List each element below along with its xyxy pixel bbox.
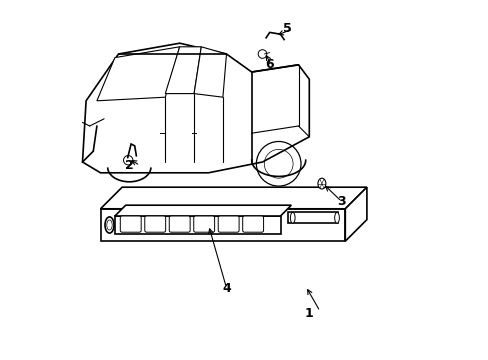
Text: 6: 6: [265, 58, 273, 71]
FancyBboxPatch shape: [169, 216, 190, 232]
Ellipse shape: [317, 178, 325, 189]
Polygon shape: [82, 43, 309, 173]
FancyBboxPatch shape: [193, 216, 214, 232]
Circle shape: [258, 50, 266, 58]
FancyBboxPatch shape: [144, 216, 165, 232]
FancyBboxPatch shape: [218, 216, 239, 232]
Polygon shape: [115, 216, 280, 234]
Ellipse shape: [105, 217, 114, 233]
Ellipse shape: [334, 212, 339, 223]
Text: 4: 4: [222, 282, 230, 294]
Polygon shape: [101, 209, 345, 241]
Polygon shape: [97, 47, 179, 101]
Text: 5: 5: [283, 22, 291, 35]
Text: 2: 2: [124, 159, 133, 172]
FancyBboxPatch shape: [120, 216, 141, 232]
Polygon shape: [287, 212, 337, 223]
Polygon shape: [165, 47, 201, 94]
Text: 3: 3: [337, 195, 346, 208]
Polygon shape: [101, 187, 366, 209]
Ellipse shape: [290, 212, 294, 223]
FancyBboxPatch shape: [242, 216, 263, 232]
Polygon shape: [345, 187, 366, 241]
Polygon shape: [194, 47, 226, 97]
Text: 1: 1: [305, 307, 313, 320]
Polygon shape: [115, 205, 291, 216]
